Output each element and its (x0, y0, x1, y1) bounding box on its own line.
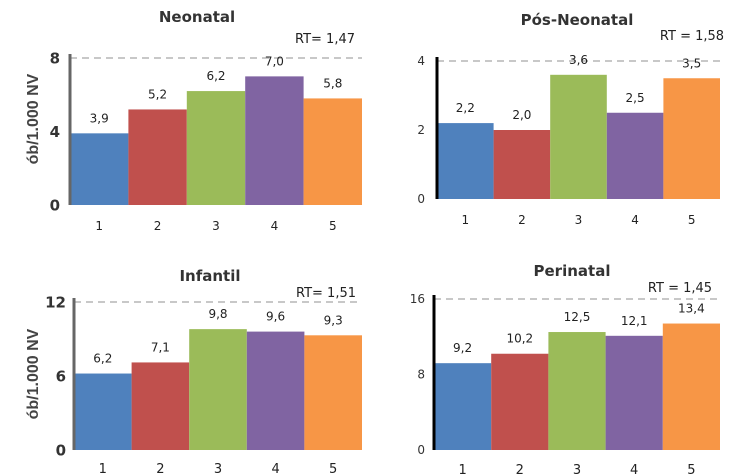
chart-1-bar-4 (245, 76, 304, 205)
chart-3-data-label-3: 9,8 (208, 307, 227, 321)
chart-2-bar-1 (437, 123, 494, 199)
chart-4-bar-5 (662, 323, 720, 450)
chart-1-rt-annotation: RT= 1,47 (295, 32, 355, 47)
chart-4-rt-annotation: RT = 1,45 (648, 281, 712, 296)
chart-4-y-tick-1: 0 (417, 443, 425, 457)
chart-2-bar-5 (663, 78, 720, 199)
chart-2-data-label-5: 3,5 (682, 56, 701, 70)
chart-2-data-label-2: 2,0 (512, 108, 531, 122)
chart-4-data-label-3: 12,5 (564, 310, 591, 324)
chart-4-title: Perinatal (534, 262, 611, 280)
chart-4-data-label-2: 10,2 (506, 332, 533, 346)
chart-4-x-tick-1: 1 (458, 463, 466, 475)
chart-1-data-label-2: 5,2 (148, 87, 167, 101)
chart-3-data-label-1: 6,2 (93, 352, 112, 366)
chart-1-x-tick-4: 4 (271, 219, 279, 233)
chart-1-data-label-5: 5,8 (323, 76, 342, 90)
chart-1-bar-3 (186, 91, 246, 205)
chart-1-x-tick-1: 1 (95, 219, 103, 233)
chart-3-x-tick-4: 4 (271, 462, 279, 475)
chart-3-x-tick-1: 1 (99, 462, 107, 475)
chart-4-bar-4 (605, 335, 663, 450)
chart-4-x-tick-4: 4 (630, 463, 638, 475)
chart-3-y-tick-1: 0 (56, 441, 66, 459)
chart-1-bar-2 (128, 109, 187, 205)
chart-3-data-label-5: 9,3 (324, 313, 343, 327)
chart-3-x-tick-5: 5 (329, 462, 337, 475)
chart-1-bar-5 (303, 98, 362, 205)
chart-3-x-tick-3: 3 (214, 462, 222, 475)
chart-3-data-label-2: 7,1 (151, 340, 170, 354)
chart-1-data-label-4: 7,0 (265, 54, 284, 68)
chart-3-y-tick-3: 12 (45, 293, 66, 311)
chart-2-bar-3 (550, 74, 607, 199)
chart-2-data-label-4: 2,5 (626, 91, 645, 105)
chart-1-title: Neonatal (159, 8, 235, 26)
chart-1-y-tick-1: 0 (50, 196, 60, 214)
chart-4-bar-2 (491, 353, 549, 450)
chart-1-x-tick-5: 5 (329, 219, 337, 233)
chart-3-bar-1 (74, 373, 132, 450)
chart-2-bar-2 (493, 130, 551, 199)
chart-2-x-tick-4: 4 (631, 213, 639, 227)
chart-2-x-tick-1: 1 (461, 213, 469, 227)
chart-2-x-tick-2: 2 (518, 213, 526, 227)
chart-1-x-tick-2: 2 (154, 219, 162, 233)
chart-3-data-label-4: 9,6 (266, 310, 285, 324)
chart-4-data-label-4: 12,1 (621, 314, 648, 328)
chart-4-data-label-1: 9,2 (453, 341, 472, 355)
chart-2-title: Pós-Neonatal (521, 11, 634, 29)
chart-1-data-label-3: 6,2 (206, 69, 225, 83)
chart-4-y-tick-2: 8 (417, 368, 425, 382)
chart-2-data-label-3: 3,6 (569, 53, 588, 67)
chart-3-bar-4 (246, 331, 305, 450)
chart-1-y-tick-2: 4 (50, 123, 60, 141)
chart-1-bar-1 (70, 133, 129, 205)
chart-4-bar-3 (548, 332, 606, 450)
chart-1-x-tick-3: 3 (212, 219, 220, 233)
chart-3-bar-5 (304, 335, 362, 450)
chart-2-rt-annotation: RT = 1,58 (660, 29, 724, 44)
chart-3-x-tick-2: 2 (156, 462, 164, 475)
chart-4-data-label-5: 13,4 (678, 302, 705, 316)
chart-3-title: Infantil (179, 267, 240, 285)
chart-4-x-tick-5: 5 (687, 463, 695, 475)
chart-3-bar-3 (189, 329, 247, 450)
chart-1-y-tick-3: 8 (50, 49, 60, 67)
chart-3-rt-annotation: RT= 1,51 (296, 286, 356, 301)
chart-2-x-tick-5: 5 (688, 213, 696, 227)
chart-2-y-tick-3: 4 (417, 54, 425, 68)
chart-2-y-tick-1: 0 (417, 192, 425, 206)
chart-2-bar-4 (606, 112, 664, 199)
chart-2-data-label-1: 2,2 (456, 101, 475, 115)
chart-3-y-tick-2: 6 (56, 367, 66, 385)
chart-4-x-tick-3: 3 (573, 463, 581, 475)
chart-4-bar-1 (434, 363, 492, 450)
chart-4-x-tick-2: 2 (516, 463, 524, 475)
chart-2-x-tick-3: 3 (575, 213, 583, 227)
chart-4-y-tick-3: 16 (410, 292, 425, 306)
chart-3-bar-2 (131, 362, 190, 450)
chart-2-y-tick-2: 2 (417, 123, 425, 137)
chart-1-data-label-1: 3,9 (90, 111, 109, 125)
